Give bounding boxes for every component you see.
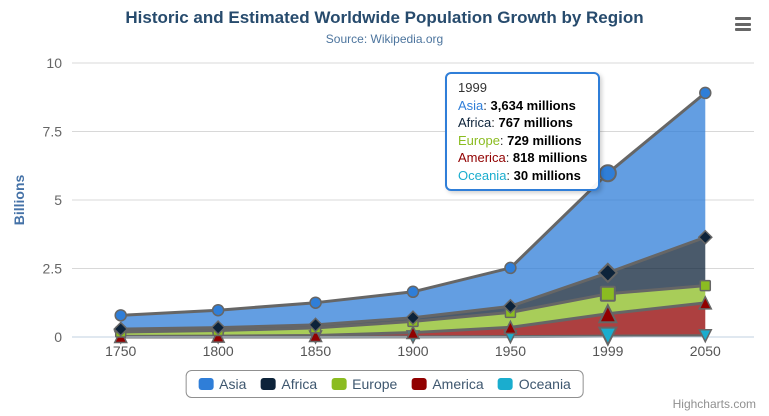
hamburger-icon xyxy=(735,22,751,26)
legend-swatch-icon xyxy=(198,378,214,390)
tooltip-series-value: 30 millions xyxy=(513,167,581,183)
tooltip-series-name: Asia xyxy=(458,97,484,113)
area-asia[interactable] xyxy=(120,92,706,330)
x-axis-tick-label: 1850 xyxy=(300,343,331,359)
legend-label: America xyxy=(432,376,484,392)
legend-item-america[interactable]: America xyxy=(411,376,484,392)
x-axis-tick-label: 1800 xyxy=(203,343,234,359)
marker-circle-asia-1850[interactable] xyxy=(309,296,322,309)
marker-circle-asia-1999[interactable] xyxy=(598,164,617,183)
tooltip-row-oceania: Oceania: 30 millions xyxy=(458,167,581,183)
credits-link[interactable]: Highcharts.com xyxy=(672,397,756,411)
legend-label: Europe xyxy=(352,376,398,392)
tooltip-row-america: America: 818 millions xyxy=(458,150,588,165)
legend-item-europe[interactable]: Europe xyxy=(331,376,397,392)
marker-diamond-africa-1750[interactable] xyxy=(113,321,129,337)
marker-circle-asia-1950[interactable] xyxy=(504,261,517,275)
y-axis-tick-label: 0 xyxy=(54,329,62,345)
tooltip-row-asia: Asia: 3,634 millions xyxy=(458,97,576,113)
marker-triangle-america-1850[interactable] xyxy=(308,327,323,343)
legend-item-africa[interactable]: Africa xyxy=(260,376,317,392)
x-axis-tick-label: 2050 xyxy=(690,343,721,359)
marker-triangle-down-oceania-1999[interactable] xyxy=(597,326,618,347)
marker-circle-asia-1750[interactable] xyxy=(114,309,127,322)
y-axis-tick-label: 2.5 xyxy=(43,261,63,277)
legend-item-oceania[interactable]: Oceania xyxy=(497,376,571,392)
y-axis-tick-label: 5 xyxy=(54,192,62,208)
area-america[interactable] xyxy=(120,302,706,337)
marker-diamond-africa-1850[interactable] xyxy=(308,317,324,333)
hamburger-icon xyxy=(735,17,751,20)
x-axis-tick-label: 1950 xyxy=(495,343,526,359)
marker-square-europe-2050[interactable] xyxy=(699,279,712,292)
legend-label: Africa xyxy=(281,376,318,392)
tooltip-header: 1999 xyxy=(458,80,487,95)
legend-label: Oceania xyxy=(518,376,571,392)
tooltip-row-europe: Europe: 729 millions xyxy=(458,132,582,148)
chart-subtitle: Source: Wikipedia.org xyxy=(325,32,444,46)
marker-circle-asia-2050[interactable] xyxy=(699,86,712,100)
chart-title: Historic and Estimated Worldwide Populat… xyxy=(125,8,644,27)
x-axis-tick-label: 1999 xyxy=(592,343,623,359)
tooltip-rows: Asia: 3,634 millions Africa: 767 millions… xyxy=(458,97,587,185)
legend-item-asia[interactable]: Asia xyxy=(198,376,246,392)
tooltip-series-value: 818 millions xyxy=(512,150,588,165)
tooltip-series-name: America xyxy=(458,150,506,165)
legend-label: Asia xyxy=(219,376,247,392)
marker-triangle-america-2050[interactable] xyxy=(698,295,713,310)
legend-swatch-icon xyxy=(331,378,347,390)
marker-diamond-africa-1800[interactable] xyxy=(210,320,226,336)
y-axis-tick-label: 10 xyxy=(46,55,62,71)
marker-diamond-africa-2050[interactable] xyxy=(697,229,713,245)
tooltip-series-name: Oceania xyxy=(458,167,507,183)
legend-swatch-icon xyxy=(411,378,427,390)
tooltip-series-value: 3,634 millions xyxy=(490,97,576,113)
x-axis-tick-label: 1900 xyxy=(397,343,428,359)
area-africa[interactable] xyxy=(120,237,706,332)
marker-diamond-africa-1950[interactable] xyxy=(502,298,518,314)
marker-circle-asia-1900[interactable] xyxy=(406,285,420,299)
marker-diamond-africa-1900[interactable] xyxy=(405,310,421,326)
legend-swatch-icon xyxy=(497,378,513,390)
marker-triangle-down-oceania-2050[interactable] xyxy=(698,328,713,344)
marker-triangle-america-1900[interactable] xyxy=(405,324,421,340)
y-axis-tick-label: 7.5 xyxy=(43,124,63,140)
legend-swatch-icon xyxy=(260,378,276,390)
y-axis-title: Billions xyxy=(11,175,27,226)
marker-square-europe-1999[interactable] xyxy=(599,285,616,302)
marker-triangle-america-1950[interactable] xyxy=(503,319,518,335)
marker-triangle-america-1999[interactable] xyxy=(597,303,618,324)
context-menu-button[interactable] xyxy=(735,17,751,31)
tooltip-series-value: 729 millions xyxy=(507,132,582,148)
tooltip-series-name: Europe xyxy=(458,132,500,148)
marker-diamond-africa-1999[interactable] xyxy=(597,262,619,284)
marker-circle-asia-1800[interactable] xyxy=(211,303,225,317)
x-axis-tick-label: 1750 xyxy=(105,343,136,359)
tooltip-series-name: Africa xyxy=(458,115,492,130)
tooltip: 1999 Asia: 3,634 millions Africa: 767 mil… xyxy=(445,72,601,191)
hamburger-icon xyxy=(735,28,751,31)
legend: Asia Africa Europe America Oceania xyxy=(185,370,584,398)
tooltip-series-value: 767 millions xyxy=(498,115,573,130)
tooltip-row-africa: Africa: 767 millions xyxy=(458,115,573,130)
